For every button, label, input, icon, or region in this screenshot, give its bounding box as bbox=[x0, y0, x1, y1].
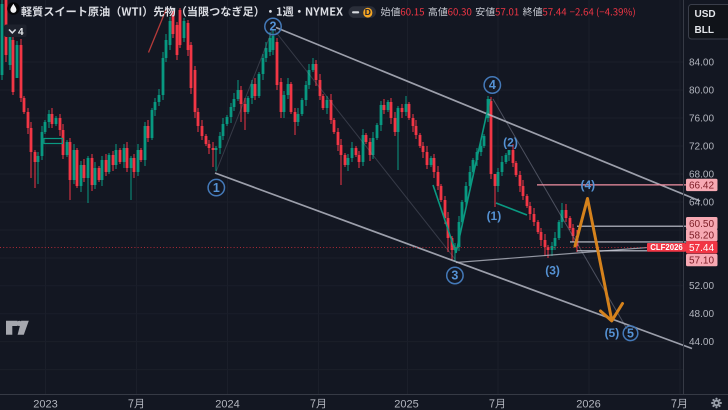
svg-text:57.10: 57.10 bbox=[689, 256, 714, 267]
svg-text:(1): (1) bbox=[487, 209, 502, 223]
svg-text:66.42: 66.42 bbox=[689, 181, 714, 192]
svg-text:1: 1 bbox=[213, 181, 220, 195]
svg-text:USD: USD bbox=[695, 9, 716, 20]
svg-text:58.20: 58.20 bbox=[689, 231, 714, 242]
svg-text:BLL: BLL bbox=[695, 25, 714, 36]
svg-text:2023: 2023 bbox=[33, 399, 57, 410]
svg-text:2025: 2025 bbox=[394, 399, 418, 410]
svg-text:2: 2 bbox=[270, 20, 277, 34]
svg-text:CLF2026: CLF2026 bbox=[650, 243, 683, 252]
svg-text:80.00: 80.00 bbox=[689, 86, 714, 97]
svg-text:72.00: 72.00 bbox=[689, 142, 714, 153]
svg-text:(3): (3) bbox=[545, 264, 560, 278]
svg-text:5: 5 bbox=[627, 327, 634, 341]
svg-text:52.00: 52.00 bbox=[689, 281, 714, 292]
svg-text:2026: 2026 bbox=[576, 399, 600, 410]
svg-text:57.44: 57.44 bbox=[689, 243, 714, 254]
svg-text:(4): (4) bbox=[580, 178, 595, 192]
svg-text:84.00: 84.00 bbox=[689, 58, 714, 69]
svg-text:48.00: 48.00 bbox=[689, 309, 714, 320]
svg-text:(2): (2) bbox=[503, 136, 518, 150]
svg-text:64.00: 64.00 bbox=[689, 198, 714, 209]
svg-text:4: 4 bbox=[18, 27, 24, 38]
svg-text:76.00: 76.00 bbox=[689, 114, 714, 125]
svg-text:68.00: 68.00 bbox=[689, 170, 714, 181]
svg-text:2024: 2024 bbox=[215, 399, 239, 410]
svg-text:4: 4 bbox=[489, 78, 496, 92]
svg-text:3: 3 bbox=[451, 269, 458, 283]
svg-text:60.50: 60.50 bbox=[689, 219, 714, 230]
svg-text:(5): (5) bbox=[605, 326, 620, 340]
svg-text:44.00: 44.00 bbox=[689, 337, 714, 348]
svg-text:D: D bbox=[365, 7, 371, 17]
